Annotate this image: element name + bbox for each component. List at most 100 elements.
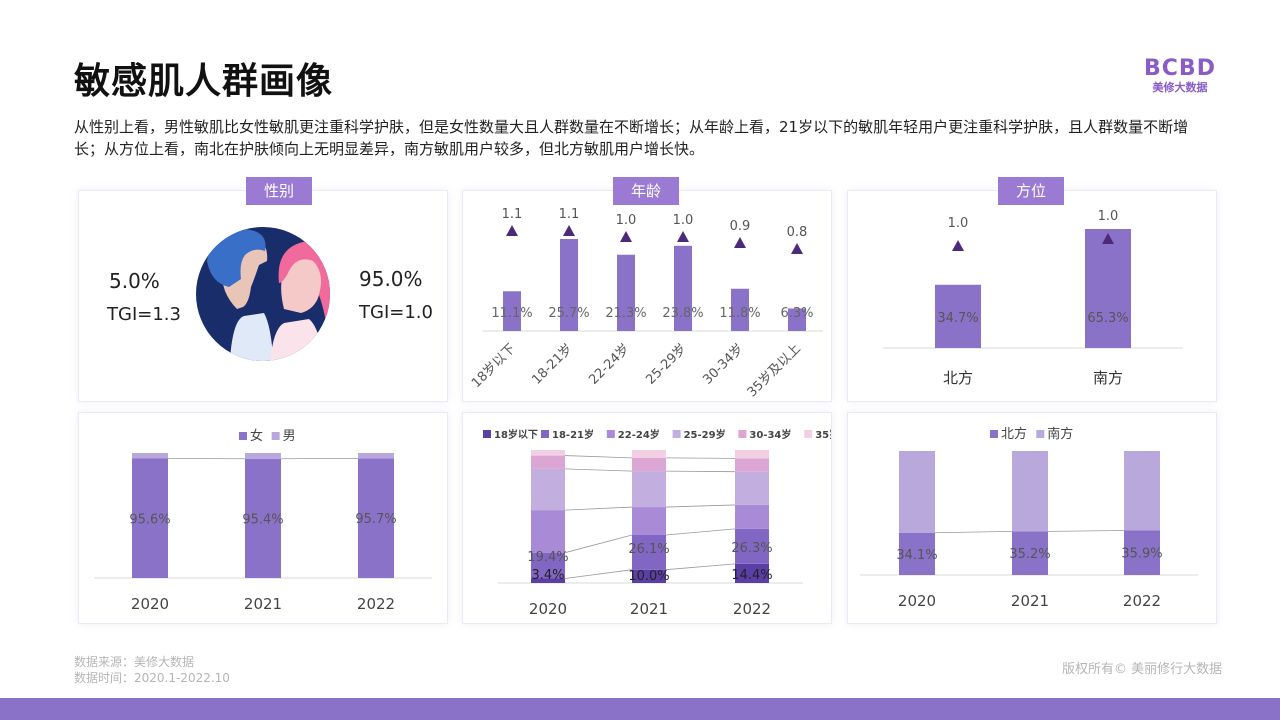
bar	[1085, 229, 1131, 348]
legend-swatch	[738, 430, 747, 438]
x-tick-label: 18-21岁	[529, 341, 576, 388]
connector-line	[564, 506, 633, 511]
tgi-label: 1.1	[559, 207, 580, 222]
tgi-marker	[620, 231, 632, 242]
legend-label: 30-34岁	[749, 428, 791, 441]
x-tick-label: 30-34岁	[700, 341, 747, 388]
bar-value-label: 25.7%	[548, 306, 589, 321]
stack-segment	[632, 457, 666, 472]
stack-segment	[531, 510, 565, 553]
bar	[674, 245, 692, 331]
female-percent: 95.0%	[359, 267, 423, 291]
tgi-label: 1.1	[502, 207, 523, 222]
bar	[788, 308, 806, 331]
segment-value-label: 26.1%	[628, 542, 669, 557]
brand-logo: BCBD 美修大数据	[1140, 58, 1220, 96]
gender-trend-chart: 女 男 2020 2021 2022 95.6% 95.4% 95.7%	[94, 428, 432, 613]
legend-label: 25-29岁	[684, 428, 726, 441]
connector-line	[665, 563, 736, 571]
segment-value-label: 95.4%	[242, 512, 283, 527]
logo-text: 美修大数据	[1152, 81, 1208, 94]
tgi-label: 0.9	[730, 219, 751, 234]
tgi-label: 1.0	[948, 216, 969, 231]
age-trend-chart: 18岁以下 18-21岁 22-24岁 25-29岁 30-34岁 35岁及以上 2020 2…	[483, 428, 869, 618]
stack-segment	[132, 453, 168, 459]
stack-segment	[632, 569, 666, 583]
region-panel: 34.7% 1.0 北方 65.3% 1.0 南方	[847, 190, 1217, 402]
stack-segment	[632, 450, 666, 458]
stack-segment	[899, 532, 935, 575]
stack-segment	[899, 451, 935, 533]
legend-label: 18-21岁	[552, 428, 594, 441]
tgi-label: 1.0	[673, 213, 694, 228]
legend-label: 女	[250, 428, 263, 444]
bar	[560, 239, 578, 331]
stack-segment	[735, 528, 769, 564]
x-tick-label: 35岁及以上	[745, 341, 804, 400]
stack-segment	[735, 563, 769, 583]
x-tick-label: 22-24岁	[586, 341, 633, 388]
gender-illustration: 5.0% TGI=1.3 95.0% TGI=1.0	[106, 227, 433, 361]
legend-label: 南方	[1047, 426, 1073, 442]
bar-value-label: 11.1%	[491, 306, 532, 321]
x-tick-label: 南方	[1093, 369, 1123, 387]
segment-value-label: 14.4%	[731, 568, 772, 583]
age-panel: 11.1% 1.1 18岁以下 25.7% 1.1 18-21岁 21.3% 1.0 22-24…	[462, 190, 832, 402]
x-tick-label: 2022	[733, 600, 771, 618]
bar	[731, 288, 749, 331]
gender-panel: 5.0% TGI=1.3 95.0% TGI=1.0	[78, 190, 448, 402]
bottom-bar	[0, 698, 1280, 720]
x-tick-label: 18岁以下	[469, 341, 519, 391]
male-tgi: TGI=1.3	[106, 304, 181, 325]
data-time: 数据时间：2020.1-2022.10	[74, 671, 230, 685]
bar	[503, 291, 521, 331]
legend-swatch	[271, 432, 280, 440]
tgi-label: 0.8	[787, 225, 808, 240]
logo-mark: BCBD	[1144, 56, 1216, 81]
tgi-marker	[791, 243, 803, 254]
bar-value-label: 21.3%	[605, 306, 646, 321]
x-tick-label: 2021	[1011, 592, 1049, 610]
tgi-marker	[506, 225, 518, 236]
tgi-label: 1.0	[616, 213, 637, 228]
page-title: 敏感肌人群画像	[74, 61, 334, 102]
bar-value-label: 65.3%	[1087, 311, 1128, 326]
stack-segment	[1012, 531, 1048, 575]
stack-segment	[358, 453, 394, 459]
segment-value-label: 95.7%	[355, 512, 396, 527]
stack-segment	[632, 471, 666, 508]
stack-segment	[245, 453, 281, 459]
connector-line	[665, 528, 736, 536]
segment-value-label: 19.4%	[527, 550, 568, 565]
bar-value-label: 11.8%	[719, 306, 760, 321]
region-trend-chart: 北方 南方 2020 2021 2022 34.1% 35.2% 35.9%	[860, 426, 1198, 610]
legend-label: 22-24岁	[618, 428, 660, 441]
legend-swatch	[483, 430, 491, 438]
stack-segment	[735, 450, 769, 459]
stack-segment	[735, 458, 769, 472]
bar-value-label: 34.7%	[937, 311, 978, 326]
stack-segment	[531, 455, 565, 469]
x-tick-label: 2020	[529, 600, 567, 618]
x-tick-label: 2020	[898, 592, 936, 610]
x-tick-label: 2021	[630, 600, 668, 618]
connector-line	[665, 457, 736, 459]
stack-segment	[531, 450, 565, 456]
legend-label: 北方	[1001, 426, 1027, 442]
tgi-marker	[563, 225, 575, 236]
summary-text: 从性别上看，男性敏肌比女性敏肌更注重科学护肤，但是女性数量大且人群数量在不断增长…	[74, 118, 1189, 158]
region-tag: 方位	[998, 177, 1064, 205]
segment-value-label: 10.0%	[628, 569, 669, 584]
stack-segment	[245, 458, 281, 578]
tgi-marker	[734, 237, 746, 248]
legend-swatch	[541, 430, 549, 438]
legend-swatch	[1036, 430, 1045, 438]
gender-tag: 性别	[246, 177, 312, 205]
tgi-marker	[1102, 233, 1114, 244]
stack-segment	[1124, 451, 1160, 531]
stack-segment	[632, 534, 666, 570]
tgi-label: 1.0	[1098, 209, 1119, 224]
region-bar-chart: 34.7% 1.0 北方 65.3% 1.0 南方	[883, 209, 1183, 387]
legend-label: 男	[283, 429, 296, 444]
stack-segment	[531, 468, 565, 511]
